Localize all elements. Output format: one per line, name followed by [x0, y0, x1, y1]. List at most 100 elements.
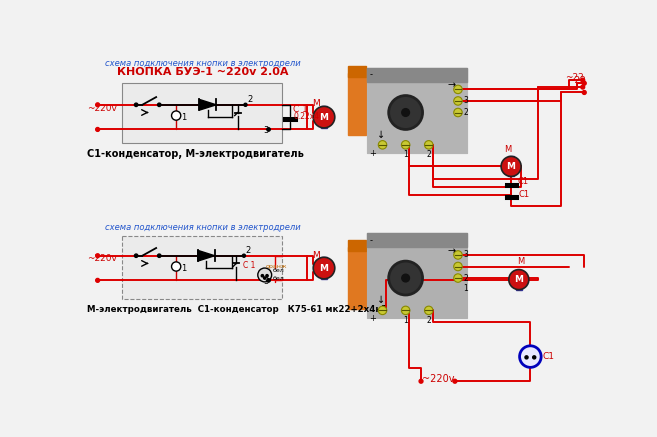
- Text: С 1: С 1: [243, 261, 256, 270]
- Text: оранж: оранж: [265, 264, 287, 269]
- Circle shape: [158, 103, 161, 107]
- Circle shape: [520, 346, 541, 368]
- Circle shape: [171, 111, 181, 120]
- Circle shape: [378, 141, 387, 149]
- Circle shape: [454, 85, 463, 94]
- Text: 2: 2: [463, 108, 468, 117]
- Circle shape: [402, 274, 409, 282]
- Bar: [367, 68, 467, 82]
- Circle shape: [96, 278, 100, 282]
- Text: ↓: ↓: [377, 295, 385, 305]
- Circle shape: [389, 261, 422, 295]
- Circle shape: [171, 262, 181, 271]
- Text: ~22: ~22: [566, 73, 584, 82]
- Circle shape: [135, 103, 138, 107]
- Circle shape: [454, 108, 463, 117]
- Text: →: →: [448, 80, 456, 90]
- Text: -: -: [369, 236, 373, 245]
- Circle shape: [96, 103, 100, 107]
- Circle shape: [454, 251, 463, 259]
- Text: 1: 1: [181, 264, 187, 273]
- Bar: [348, 73, 367, 135]
- Circle shape: [419, 379, 423, 383]
- Text: ~220v: ~220v: [422, 374, 454, 384]
- Bar: [367, 233, 467, 247]
- Bar: [509, 156, 514, 177]
- Text: 2: 2: [246, 246, 251, 255]
- Text: -: -: [369, 70, 373, 79]
- Text: М: М: [504, 145, 511, 154]
- Text: М: М: [313, 99, 320, 108]
- Text: →: →: [448, 246, 456, 256]
- Text: М: М: [514, 275, 524, 284]
- Circle shape: [258, 268, 271, 282]
- Bar: [321, 106, 327, 128]
- Bar: [516, 270, 522, 290]
- Text: ↓: ↓: [377, 130, 385, 140]
- Text: 2: 2: [463, 274, 468, 283]
- Text: схема подключения кнопки в электродрели: схема подключения кнопки в электродрели: [105, 59, 301, 68]
- Bar: [367, 68, 467, 153]
- Text: 2: 2: [247, 96, 252, 104]
- Text: С1: С1: [517, 177, 528, 186]
- Circle shape: [533, 356, 535, 359]
- Bar: [122, 83, 283, 143]
- Circle shape: [313, 257, 335, 279]
- Circle shape: [378, 306, 387, 315]
- Circle shape: [582, 90, 586, 94]
- Text: С 1: С 1: [293, 105, 308, 114]
- Text: КНОПКА БУЭ-1 ~220v 2.0А: КНОПКА БУЭ-1 ~220v 2.0А: [118, 67, 289, 77]
- Circle shape: [402, 109, 409, 116]
- Circle shape: [454, 274, 463, 282]
- Text: М: М: [319, 113, 328, 121]
- Circle shape: [525, 356, 528, 359]
- Circle shape: [501, 156, 521, 177]
- Text: +: +: [369, 314, 376, 323]
- Bar: [122, 236, 283, 299]
- Text: 0.22х400: 0.22х400: [293, 112, 329, 121]
- Text: ~22: ~22: [567, 76, 586, 85]
- Circle shape: [581, 78, 585, 82]
- Bar: [348, 66, 367, 77]
- Text: 2: 2: [426, 150, 431, 159]
- Text: ~220v: ~220v: [87, 104, 117, 113]
- Text: 1: 1: [463, 284, 468, 293]
- Text: 3: 3: [463, 250, 468, 260]
- Text: 1: 1: [181, 113, 187, 121]
- Text: 2: 2: [426, 316, 431, 325]
- Bar: [367, 233, 467, 318]
- Polygon shape: [198, 250, 215, 261]
- Circle shape: [267, 128, 270, 131]
- Circle shape: [401, 141, 410, 149]
- Circle shape: [242, 254, 246, 257]
- Text: М: М: [319, 264, 328, 273]
- Circle shape: [424, 306, 433, 315]
- Circle shape: [261, 274, 263, 277]
- Bar: [348, 239, 367, 251]
- Circle shape: [424, 141, 433, 149]
- Polygon shape: [199, 99, 216, 110]
- Text: бел: бел: [273, 276, 284, 281]
- Text: М: М: [517, 257, 524, 267]
- Circle shape: [158, 254, 161, 257]
- Text: 3: 3: [263, 125, 269, 135]
- Text: С1: С1: [518, 191, 529, 199]
- Bar: [321, 257, 327, 279]
- Circle shape: [135, 254, 138, 257]
- Circle shape: [96, 254, 100, 258]
- Circle shape: [263, 277, 266, 279]
- Text: 1: 1: [403, 150, 408, 159]
- Text: С1-конденсатор, М-электродвигатель: С1-конденсатор, М-электродвигатель: [87, 149, 304, 160]
- Circle shape: [244, 103, 247, 106]
- Circle shape: [266, 274, 268, 277]
- Text: 3: 3: [263, 277, 269, 286]
- Text: +: +: [369, 149, 376, 158]
- Bar: [367, 68, 467, 153]
- Circle shape: [581, 85, 585, 89]
- Text: бел: бел: [273, 268, 284, 273]
- Text: ~220v: ~220v: [87, 254, 117, 264]
- Text: схема подключения кнопки в электродрели: схема подключения кнопки в электродрели: [105, 223, 301, 232]
- Bar: [348, 247, 367, 309]
- Circle shape: [582, 81, 586, 85]
- Text: М: М: [507, 162, 516, 171]
